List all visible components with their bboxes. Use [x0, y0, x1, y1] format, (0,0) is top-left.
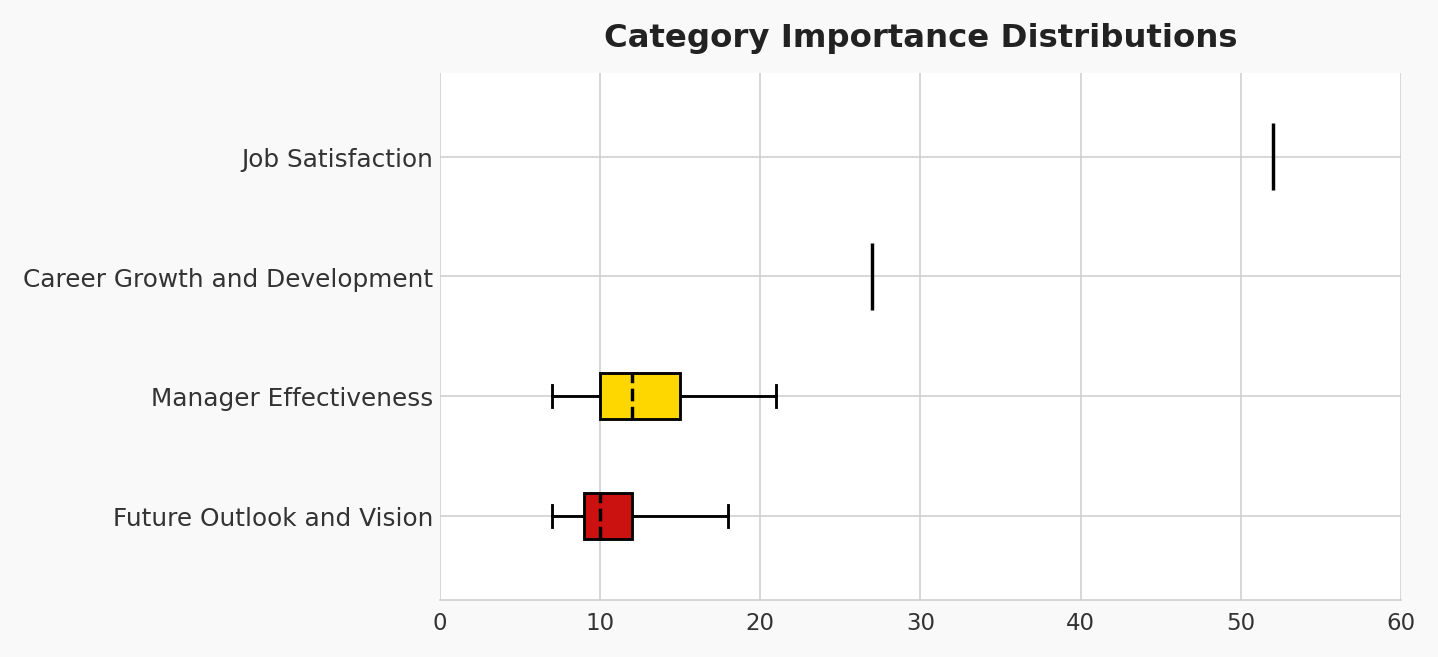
Bar: [600, 374, 680, 419]
Bar: [584, 493, 631, 539]
Title: Category Importance Distributions: Category Importance Distributions: [604, 23, 1237, 54]
